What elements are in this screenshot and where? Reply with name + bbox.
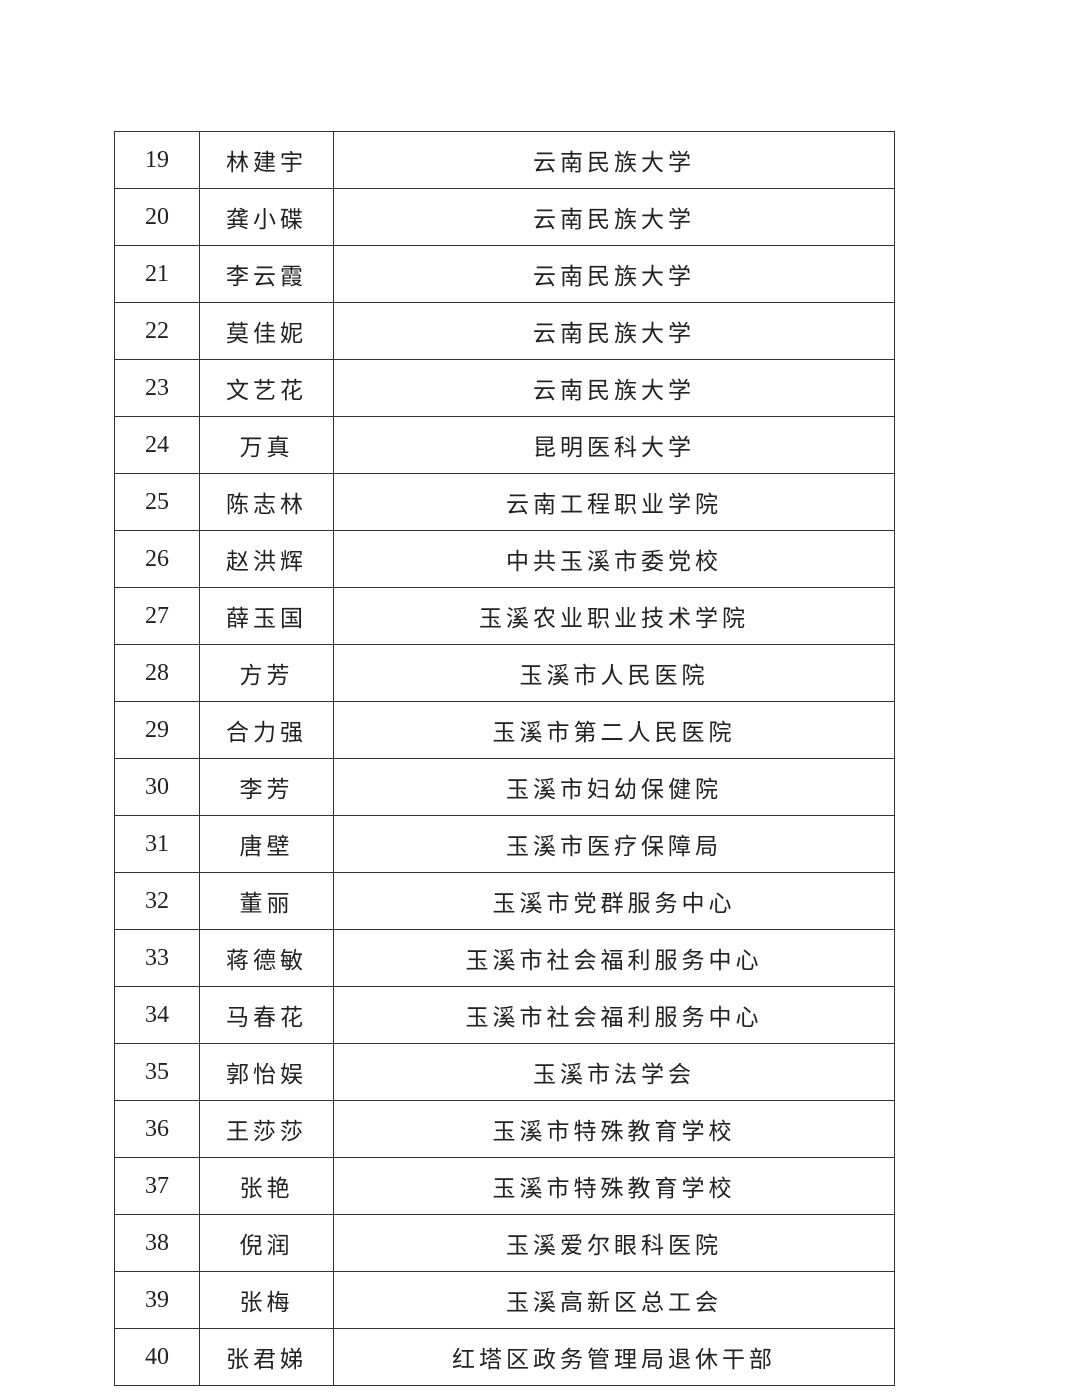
- row-number: 39: [114, 1271, 200, 1329]
- row-number: 31: [114, 815, 200, 873]
- person-name: 郭怡娱: [199, 1043, 334, 1101]
- person-name: 龚小碟: [199, 188, 334, 246]
- table-row: 29 合力强 玉溪市第二人民医院: [114, 701, 895, 759]
- person-name: 陈志林: [199, 473, 334, 531]
- row-number: 34: [114, 986, 200, 1044]
- table-row: 25 陈志林 云南工程职业学院: [114, 473, 895, 531]
- table-row: 36 王莎莎 玉溪市特殊教育学校: [114, 1100, 895, 1158]
- person-name: 倪润: [199, 1214, 334, 1272]
- work-unit: 昆明医科大学: [333, 416, 895, 474]
- work-unit: 玉溪高新区总工会: [333, 1271, 895, 1329]
- row-number: 40: [114, 1328, 200, 1386]
- row-number: 20: [114, 188, 200, 246]
- table-row: 23 文艺花 云南民族大学: [114, 359, 895, 417]
- person-name: 马春花: [199, 986, 334, 1044]
- table-body: 19 林建宇 云南民族大学 20 龚小碟 云南民族大学 21 李云霞 云南民族大学 22 莫佳妮 云南…: [114, 131, 895, 1386]
- table-row: 27 薛玉国 玉溪农业职业技术学院: [114, 587, 895, 645]
- table-row: 26 赵洪辉 中共玉溪市委党校: [114, 530, 895, 588]
- person-name: 薛玉国: [199, 587, 334, 645]
- work-unit: 玉溪农业职业技术学院: [333, 587, 895, 645]
- table-row: 40 张君娣 红塔区政务管理局退休干部: [114, 1328, 895, 1386]
- work-unit: 玉溪市法学会: [333, 1043, 895, 1101]
- row-number: 28: [114, 644, 200, 702]
- row-number: 24: [114, 416, 200, 474]
- work-unit: 云南民族大学: [333, 302, 895, 360]
- work-unit: 红塔区政务管理局退休干部: [333, 1328, 895, 1386]
- person-name: 董丽: [199, 872, 334, 930]
- row-number: 21: [114, 245, 200, 303]
- table-row: 22 莫佳妮 云南民族大学: [114, 302, 895, 360]
- work-unit: 玉溪市党群服务中心: [333, 872, 895, 930]
- work-unit: 玉溪市人民医院: [333, 644, 895, 702]
- table-row: 39 张梅 玉溪高新区总工会: [114, 1271, 895, 1329]
- person-name: 李芳: [199, 758, 334, 816]
- row-number: 26: [114, 530, 200, 588]
- person-name: 李云霞: [199, 245, 334, 303]
- row-number: 27: [114, 587, 200, 645]
- person-name: 王莎莎: [199, 1100, 334, 1158]
- person-name: 唐壁: [199, 815, 334, 873]
- name-list-table: 19 林建宇 云南民族大学 20 龚小碟 云南民族大学 21 李云霞 云南民族大学 22 莫佳妮 云南…: [114, 131, 895, 1386]
- person-name: 文艺花: [199, 359, 334, 417]
- work-unit: 玉溪市妇幼保健院: [333, 758, 895, 816]
- work-unit: 玉溪市社会福利服务中心: [333, 929, 895, 987]
- work-unit: 玉溪爱尔眼科医院: [333, 1214, 895, 1272]
- work-unit: 云南民族大学: [333, 188, 895, 246]
- table-row: 24 万真 昆明医科大学: [114, 416, 895, 474]
- table-row: 30 李芳 玉溪市妇幼保健院: [114, 758, 895, 816]
- table-row: 31 唐壁 玉溪市医疗保障局: [114, 815, 895, 873]
- row-number: 19: [114, 131, 200, 189]
- table-row: 32 董丽 玉溪市党群服务中心: [114, 872, 895, 930]
- table-row: 19 林建宇 云南民族大学: [114, 131, 895, 189]
- person-name: 赵洪辉: [199, 530, 334, 588]
- table-row: 34 马春花 玉溪市社会福利服务中心: [114, 986, 895, 1044]
- person-name: 万真: [199, 416, 334, 474]
- row-number: 37: [114, 1157, 200, 1215]
- table-row: 20 龚小碟 云南民族大学: [114, 188, 895, 246]
- row-number: 32: [114, 872, 200, 930]
- row-number: 29: [114, 701, 200, 759]
- person-name: 莫佳妮: [199, 302, 334, 360]
- table-row: 37 张艳 玉溪市特殊教育学校: [114, 1157, 895, 1215]
- work-unit: 玉溪市第二人民医院: [333, 701, 895, 759]
- work-unit: 云南民族大学: [333, 245, 895, 303]
- work-unit: 玉溪市特殊教育学校: [333, 1100, 895, 1158]
- row-number: 35: [114, 1043, 200, 1101]
- work-unit: 云南民族大学: [333, 131, 895, 189]
- person-name: 张艳: [199, 1157, 334, 1215]
- table-row: 35 郭怡娱 玉溪市法学会: [114, 1043, 895, 1101]
- table-row: 21 李云霞 云南民族大学: [114, 245, 895, 303]
- row-number: 22: [114, 302, 200, 360]
- row-number: 38: [114, 1214, 200, 1272]
- person-name: 张君娣: [199, 1328, 334, 1386]
- person-name: 林建宇: [199, 131, 334, 189]
- row-number: 33: [114, 929, 200, 987]
- table-row: 38 倪润 玉溪爱尔眼科医院: [114, 1214, 895, 1272]
- person-name: 张梅: [199, 1271, 334, 1329]
- work-unit: 玉溪市医疗保障局: [333, 815, 895, 873]
- person-name: 合力强: [199, 701, 334, 759]
- row-number: 30: [114, 758, 200, 816]
- row-number: 23: [114, 359, 200, 417]
- row-number: 36: [114, 1100, 200, 1158]
- person-name: 方芳: [199, 644, 334, 702]
- row-number: 25: [114, 473, 200, 531]
- work-unit: 玉溪市社会福利服务中心: [333, 986, 895, 1044]
- work-unit: 中共玉溪市委党校: [333, 530, 895, 588]
- table-row: 33 蒋德敏 玉溪市社会福利服务中心: [114, 929, 895, 987]
- person-name: 蒋德敏: [199, 929, 334, 987]
- work-unit: 云南民族大学: [333, 359, 895, 417]
- work-unit: 云南工程职业学院: [333, 473, 895, 531]
- table-row: 28 方芳 玉溪市人民医院: [114, 644, 895, 702]
- work-unit: 玉溪市特殊教育学校: [333, 1157, 895, 1215]
